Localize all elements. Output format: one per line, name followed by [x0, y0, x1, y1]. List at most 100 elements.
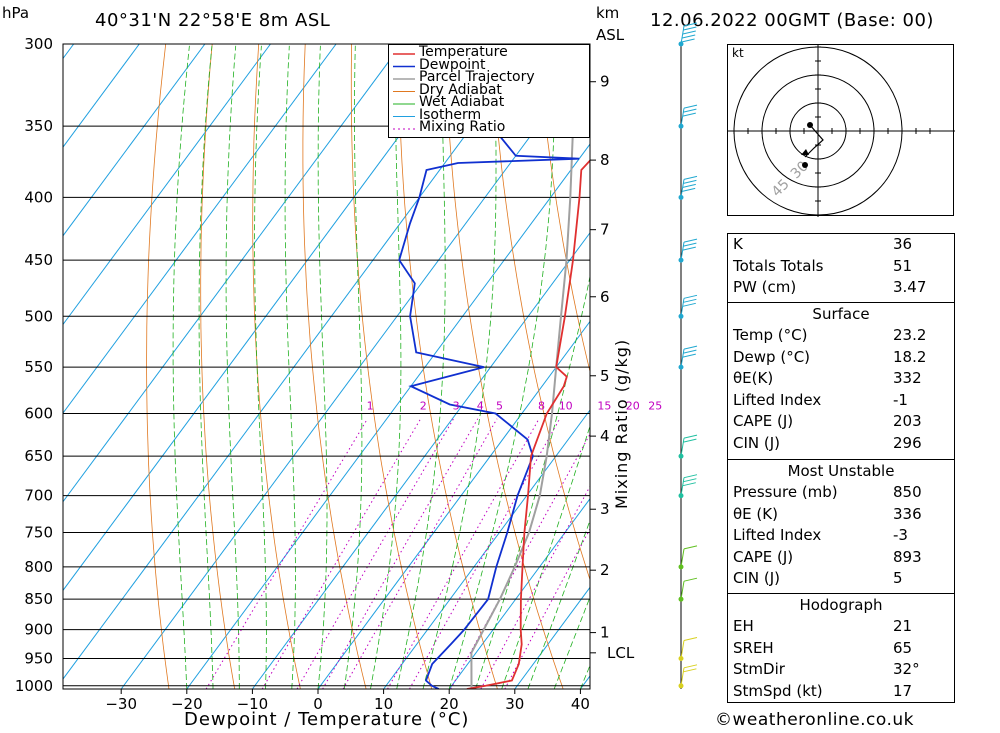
legend-parcel: Parcel Trajectory: [419, 69, 535, 85]
height-tick-label: 6: [600, 288, 610, 306]
wind-barb-flag: [683, 298, 697, 303]
totals-label: Totals Totals: [733, 256, 824, 275]
mu-cin-label: CIN (J): [733, 569, 781, 587]
hodo-ticks: [733, 46, 931, 216]
legend-temperature: Temperature: [419, 44, 508, 60]
mixing-ratio-axis-title: Mixing Ratio (g/kg): [612, 338, 631, 509]
mixing-ratio-label: 2: [420, 400, 427, 413]
hodo-point-storm: [802, 162, 808, 168]
hodograph-unit: kt: [732, 46, 744, 60]
isotherm-line: [63, 44, 206, 237]
wind-barb-flag: [683, 179, 697, 184]
mu-thetae-value: 336: [893, 504, 922, 523]
indices-table: K 36 Totals Totals 51 PW (cm) 3.47: [727, 233, 955, 303]
wind-barb-flag: [682, 353, 696, 358]
wet-adiabat-line: [422, 45, 497, 689]
legend-dewpoint: Dewpoint: [419, 56, 486, 73]
mu-li-label: Lifted Index: [733, 526, 822, 544]
wind-barb-flag: [682, 112, 696, 117]
wind-barb-flag: [683, 664, 698, 669]
mu-title: Most Unstable: [787, 462, 895, 480]
height-tick-label: 3: [600, 500, 610, 518]
sreh-label: SREH: [733, 638, 774, 657]
pressure-tick-label: 300: [24, 35, 53, 53]
dry-adiabat-line: [956, 44, 1000, 689]
surface-cape-value: 203: [893, 412, 922, 430]
temperature-profile: [466, 159, 590, 689]
pressure-tick-label: 750: [24, 523, 53, 541]
isotherm-line: [120, 54, 590, 689]
wind-barb-staff: [680, 477, 685, 496]
pressure-tick-label: 850: [24, 590, 53, 608]
surface-li-value: -1: [893, 390, 908, 409]
mixing-ratio-label: 10: [559, 400, 573, 413]
pressure-tick-label: 600: [24, 405, 53, 423]
k-label: K: [733, 235, 743, 253]
wind-barb-flag: [683, 434, 698, 439]
hodo-ring-label-30: 30: [788, 158, 812, 182]
credit-link[interactable]: ©weatheronline.co.uk: [715, 710, 915, 730]
mu-cin-value: 5: [893, 569, 903, 587]
x-tick-label: 20: [440, 695, 459, 713]
mu-thetae-label: θE (K): [733, 504, 778, 523]
totals-value: 51: [893, 256, 913, 275]
wind-barb-flag: [681, 38, 695, 43]
datetime-title: 12.06.2022 00GMT (Base: 00): [650, 10, 934, 31]
parcel-profile: [470, 44, 577, 689]
eh-value: 21: [893, 617, 913, 635]
dewpoint-profile: [398, 44, 580, 689]
wind-barb-flag: [682, 183, 696, 188]
wind-barb-flag: [682, 30, 696, 35]
pw-label: PW (cm): [733, 278, 797, 296]
wet-adiabat-line: [172, 45, 190, 689]
isotherm-line: [63, 44, 468, 592]
dry-adiabat-line: [146, 44, 170, 689]
mixing-ratio-label: 25: [648, 400, 662, 413]
height-tick-label: LCL: [607, 644, 635, 662]
dry-adiabat-line: [200, 44, 235, 689]
height-tick-label: 2: [600, 561, 610, 579]
x-tick-label: −30: [105, 695, 137, 713]
wind-barb-staff: [680, 298, 685, 317]
sreh-value: 65: [893, 638, 913, 657]
wind-barb-staff: [680, 25, 685, 45]
isotherm-line: [63, 44, 337, 414]
pressure-tick-label: 350: [24, 117, 53, 135]
wind-barb-flag: [683, 668, 697, 673]
mixing-ratio-label: 3: [453, 400, 460, 413]
mixing-ratio-label: 20: [626, 400, 640, 413]
height-tick-label: 1: [600, 624, 610, 642]
eh-label: EH: [733, 617, 754, 635]
mixing-ratio-line: [342, 418, 498, 689]
wind-barb-flag: [683, 474, 698, 479]
wind-barb-flag: [683, 108, 697, 113]
wind-barb-flag: [682, 246, 696, 251]
stmdir-label: StmDir: [733, 660, 785, 678]
mu-cape-label: CAPE (J): [733, 547, 794, 566]
pressure-tick-label: 800: [24, 558, 53, 576]
isotherm-line: [63, 44, 403, 503]
dry-adiabat-line: [252, 44, 301, 689]
wind-barb-staff: [680, 640, 685, 659]
dry-adiabat-line: [350, 44, 432, 689]
wind-barb-flag: [683, 345, 698, 350]
wind-barb-staff: [680, 548, 685, 567]
mu-pressure-value: 850: [893, 483, 922, 501]
wet-adiabat-line: [370, 45, 402, 689]
pressure-tick-label: 900: [24, 621, 53, 639]
mu-pressure-label: Pressure (mb): [733, 483, 838, 501]
wind-barb-flag: [682, 187, 696, 192]
wind-barb-flag: [683, 636, 698, 641]
asl-label: ASL: [596, 26, 625, 44]
dry-adiabat-line: [444, 44, 564, 689]
surface-temp-value: 23.2: [893, 326, 927, 344]
x-tick-label: −10: [237, 695, 269, 713]
stmspd-value: 17: [893, 681, 913, 700]
sounding-profiles: [398, 44, 590, 689]
legend-isotherm: Isotherm: [419, 106, 482, 123]
wet-adiabat-line: [317, 45, 328, 689]
height-tick-label: 8: [600, 151, 610, 169]
wind-barb-flag: [682, 482, 696, 487]
wet-adiabat-line: [225, 45, 240, 689]
